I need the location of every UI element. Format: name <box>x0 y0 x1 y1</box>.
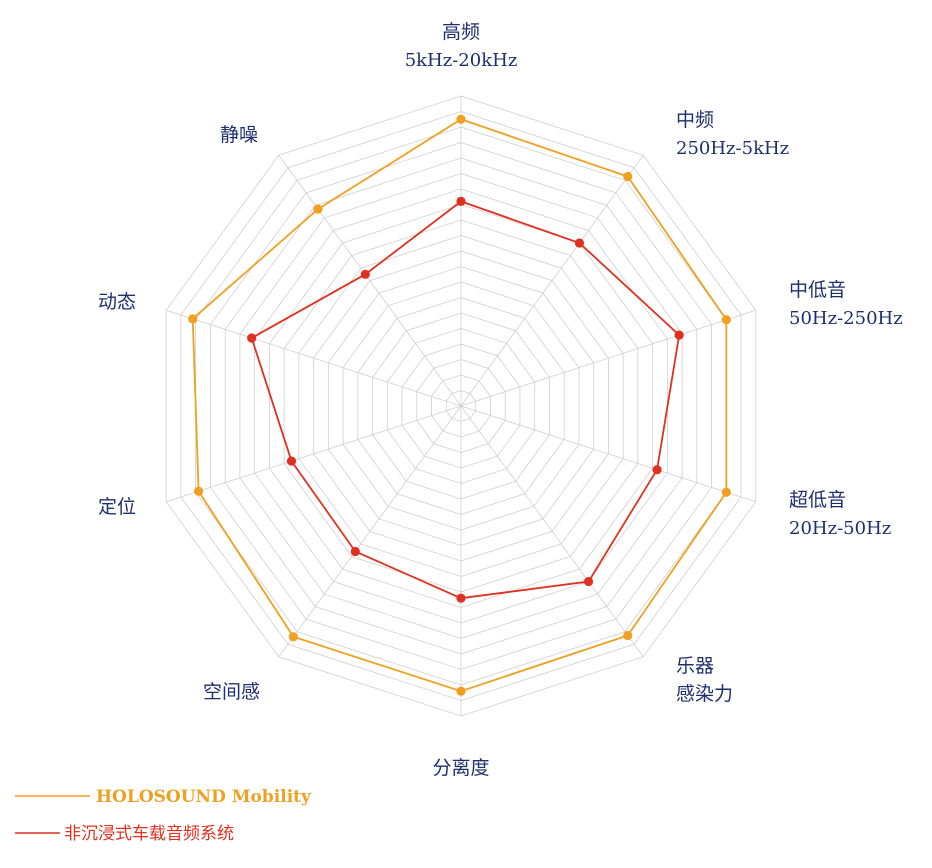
axis-label-name: 静噪 <box>220 124 258 146</box>
legend: HOLOSOUND Mobility 非沉浸式车载音频系统 <box>15 787 312 844</box>
axis-label-name: 动态 <box>98 291 136 313</box>
axis-label-sub: 250Hz-5kHz <box>676 138 789 159</box>
axis-label-name: 高频 <box>442 21 480 43</box>
axis-label-name: 空间感 <box>203 681 260 703</box>
series-point-1 <box>456 196 466 206</box>
series-point-0 <box>456 686 466 696</box>
series-point-1 <box>350 546 360 557</box>
series-point-0 <box>288 632 298 642</box>
axis-label-sub: 50Hz-250Hz <box>789 308 903 329</box>
series-point-1 <box>574 238 585 248</box>
axis-label-name: 定位 <box>98 496 136 518</box>
legend-label-holosound: HOLOSOUND Mobility <box>96 787 312 807</box>
legend-label-non-immersive: 非沉浸式车载音频系统 <box>64 824 234 844</box>
spoke-line <box>278 154 462 407</box>
axis-labels: 高频 5kHz-20kHz 中频 250Hz-5kHz 中低音 50Hz-250Hz 超低音… <box>98 21 903 779</box>
series-point-0 <box>721 315 731 325</box>
series-point-0 <box>721 487 731 497</box>
series-point-0 <box>623 171 633 182</box>
series-point-1 <box>652 465 662 475</box>
series-point-0 <box>188 314 198 324</box>
series-point-1 <box>456 593 466 603</box>
axis-label-sub: 20Hz-50Hz <box>789 518 891 539</box>
axis-label-name: 中低音 <box>789 279 846 301</box>
axis-label-sub: 感染力 <box>676 683 733 705</box>
series-point-1 <box>286 456 297 466</box>
radar-spokes <box>166 96 756 716</box>
series-layer <box>188 114 731 696</box>
series-point-1 <box>674 330 684 340</box>
series-point-1 <box>360 269 370 279</box>
spoke-line <box>166 309 462 407</box>
series-point-0 <box>313 204 323 214</box>
spoke-line <box>166 405 462 503</box>
series-point-1 <box>247 333 257 343</box>
spoke-line <box>460 405 644 658</box>
axis-label-sub: 5kHz-20kHz <box>405 50 518 71</box>
axis-label-name: 中频 <box>676 109 714 131</box>
axis-label-name: 乐器 <box>676 655 714 677</box>
series-point-0 <box>194 486 204 496</box>
spoke-line <box>460 309 756 407</box>
axis-label-name: 超低音 <box>789 489 846 511</box>
spoke-line <box>460 154 644 407</box>
series-point-1 <box>583 576 594 587</box>
series-point-0 <box>623 630 633 641</box>
spoke-line <box>460 405 756 503</box>
axis-label-name: 分离度 <box>432 757 489 779</box>
series-point-0 <box>456 114 466 124</box>
spoke-line <box>278 405 462 658</box>
